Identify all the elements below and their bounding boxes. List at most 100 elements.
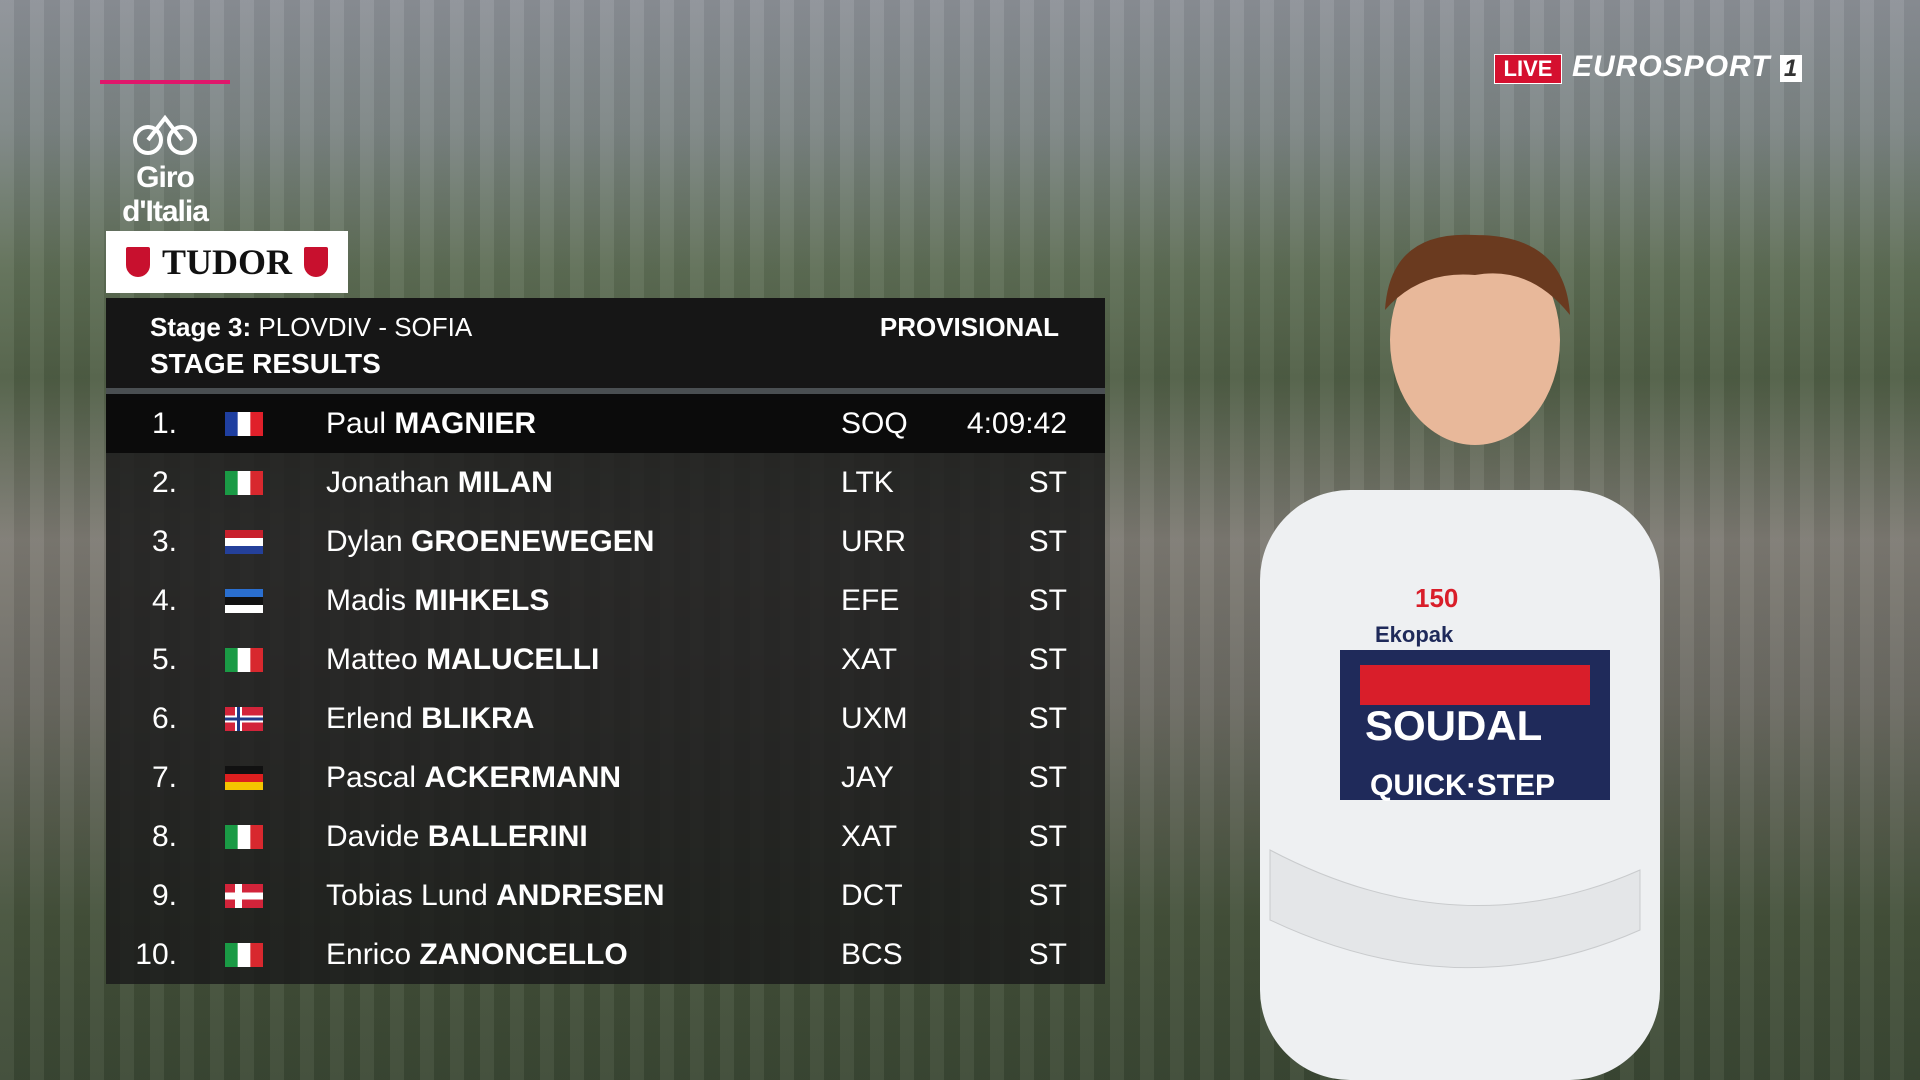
team: BCS xyxy=(841,938,903,971)
hair xyxy=(1385,234,1570,315)
flag-stripe xyxy=(237,943,251,967)
arms xyxy=(1269,849,1641,969)
shield-icon xyxy=(125,247,150,277)
jersey-number: 150 xyxy=(1415,583,1458,613)
flag xyxy=(225,825,263,849)
rider-name: Tobias Lund ANDRESEN xyxy=(326,879,665,913)
last-name: ACKERMANN xyxy=(424,761,622,794)
result-row: 2. Jonathan MILAN LTK ST xyxy=(106,453,1105,512)
time: ST xyxy=(1028,761,1067,794)
sponsor-logo: TUDOR xyxy=(106,231,348,293)
flag-stripe xyxy=(225,546,263,554)
first-name: Erlend xyxy=(326,702,413,735)
shield-icon xyxy=(304,247,328,277)
rider-name: Dylan GROENEWEGEN xyxy=(326,525,654,559)
flag-stripe xyxy=(225,412,239,436)
rider-photo: 150 Ekopak SOUDAL QUICK·STEP xyxy=(1260,234,1660,1080)
stage-route: PLOVDIV - SOFIA xyxy=(258,312,473,342)
rider-name: Davide BALLERINI xyxy=(326,820,588,854)
rank: 6. xyxy=(151,702,177,735)
live-badge: LIVE xyxy=(1494,54,1562,84)
result-row: 7. Pascal ACKERMANN JAY ST xyxy=(106,748,1105,807)
time: 4:09:42 xyxy=(966,407,1067,440)
flag xyxy=(225,884,263,908)
flag-stripe xyxy=(237,471,251,495)
rank: 2. xyxy=(151,466,177,499)
last-name: BALLERINI xyxy=(427,820,588,853)
time: ST xyxy=(1028,584,1067,617)
rider-name: Madis MIHKELS xyxy=(326,584,549,618)
result-row: 1. Paul MAGNIER SOQ 4:09:42 xyxy=(106,394,1105,453)
time: ST xyxy=(1028,525,1067,558)
team: URR xyxy=(841,525,906,558)
result-row: 10. Enrico ZANONCELLO BCS ST xyxy=(106,925,1105,984)
time: ST xyxy=(1028,643,1067,676)
giro-logo: Giro d'Italia xyxy=(100,80,230,228)
flag-stripe xyxy=(225,943,239,967)
team: XAT xyxy=(841,820,898,853)
rank: 5. xyxy=(151,643,177,676)
last-name: GROENEWEGEN xyxy=(411,525,655,558)
flag-stripe xyxy=(237,825,251,849)
first-name: Jonathan xyxy=(326,466,450,499)
separator xyxy=(106,388,1105,394)
giro-text: Giro d'Italia xyxy=(122,161,209,228)
first-name: Pascal xyxy=(326,761,417,794)
team: XAT xyxy=(841,643,898,676)
team: JAY xyxy=(841,761,894,794)
first-name: Tobias Lund xyxy=(326,879,488,912)
last-name: ANDRESEN xyxy=(496,879,665,912)
flag xyxy=(225,648,263,672)
first-name: Davide xyxy=(326,820,420,853)
result-row: 3. Dylan GROENEWEGEN URR ST xyxy=(106,512,1105,571)
rank: 10. xyxy=(135,938,177,971)
flag-cross xyxy=(225,717,263,721)
flag-stripe xyxy=(225,648,239,672)
time: ST xyxy=(1028,938,1067,971)
flag-stripe xyxy=(237,412,251,436)
flag-stripe xyxy=(250,825,263,849)
jersey-stripe xyxy=(1360,665,1590,705)
results-header: Stage 3: PLOVDIV - SOFIA PROVISIONAL STA… xyxy=(106,298,1105,388)
flag-stripe xyxy=(225,774,263,783)
flag xyxy=(225,471,263,495)
flag-stripe xyxy=(237,648,251,672)
sponsor-text: TUDOR xyxy=(161,242,292,282)
first-name: Dylan xyxy=(326,525,403,558)
flag-stripe xyxy=(250,943,263,967)
team: UXM xyxy=(841,702,908,735)
channel-logo: EUROSPORT 1 xyxy=(1572,50,1803,84)
rider-name: Jonathan MILAN xyxy=(326,466,553,500)
rider-name: Enrico ZANONCELLO xyxy=(326,938,628,972)
time: ST xyxy=(1028,702,1067,735)
team: LTK xyxy=(841,466,894,499)
flag-stripe xyxy=(225,597,263,606)
rank: 9. xyxy=(151,879,177,912)
flag-stripe xyxy=(250,412,263,436)
last-name: MAGNIER xyxy=(394,407,537,440)
flag-stripe xyxy=(225,825,239,849)
rider-name: Matteo MALUCELLI xyxy=(326,643,599,677)
jersey-chest: SOUDAL xyxy=(1365,702,1542,749)
team: EFE xyxy=(841,584,900,617)
first-name: Paul xyxy=(326,407,387,440)
flag xyxy=(225,943,263,967)
stage-label: Stage 3: xyxy=(150,312,252,342)
flag-stripe xyxy=(225,782,263,790)
first-name: Madis xyxy=(326,584,407,617)
result-row: 4. Madis MIHKELS EFE ST xyxy=(106,571,1105,630)
jersey-chest-sub: QUICK·STEP xyxy=(1370,769,1555,802)
flag-stripe xyxy=(225,538,263,547)
status: PROVISIONAL xyxy=(879,312,1059,342)
channel-number: 1 xyxy=(1779,55,1803,82)
channel-name: EUROSPORT xyxy=(1572,50,1771,83)
team: DCT xyxy=(841,879,903,912)
last-name: MIHKELS xyxy=(414,584,550,617)
results-table: 1. Paul MAGNIER SOQ 4:09:42 2. Jonathan MILAN… xyxy=(106,394,1105,984)
time: ST xyxy=(1028,879,1067,912)
last-name: BLIKRA xyxy=(421,702,535,735)
jersey-sponsor: Ekopak xyxy=(1375,622,1454,647)
rank: 1. xyxy=(151,407,177,440)
flag-stripe xyxy=(225,471,239,495)
